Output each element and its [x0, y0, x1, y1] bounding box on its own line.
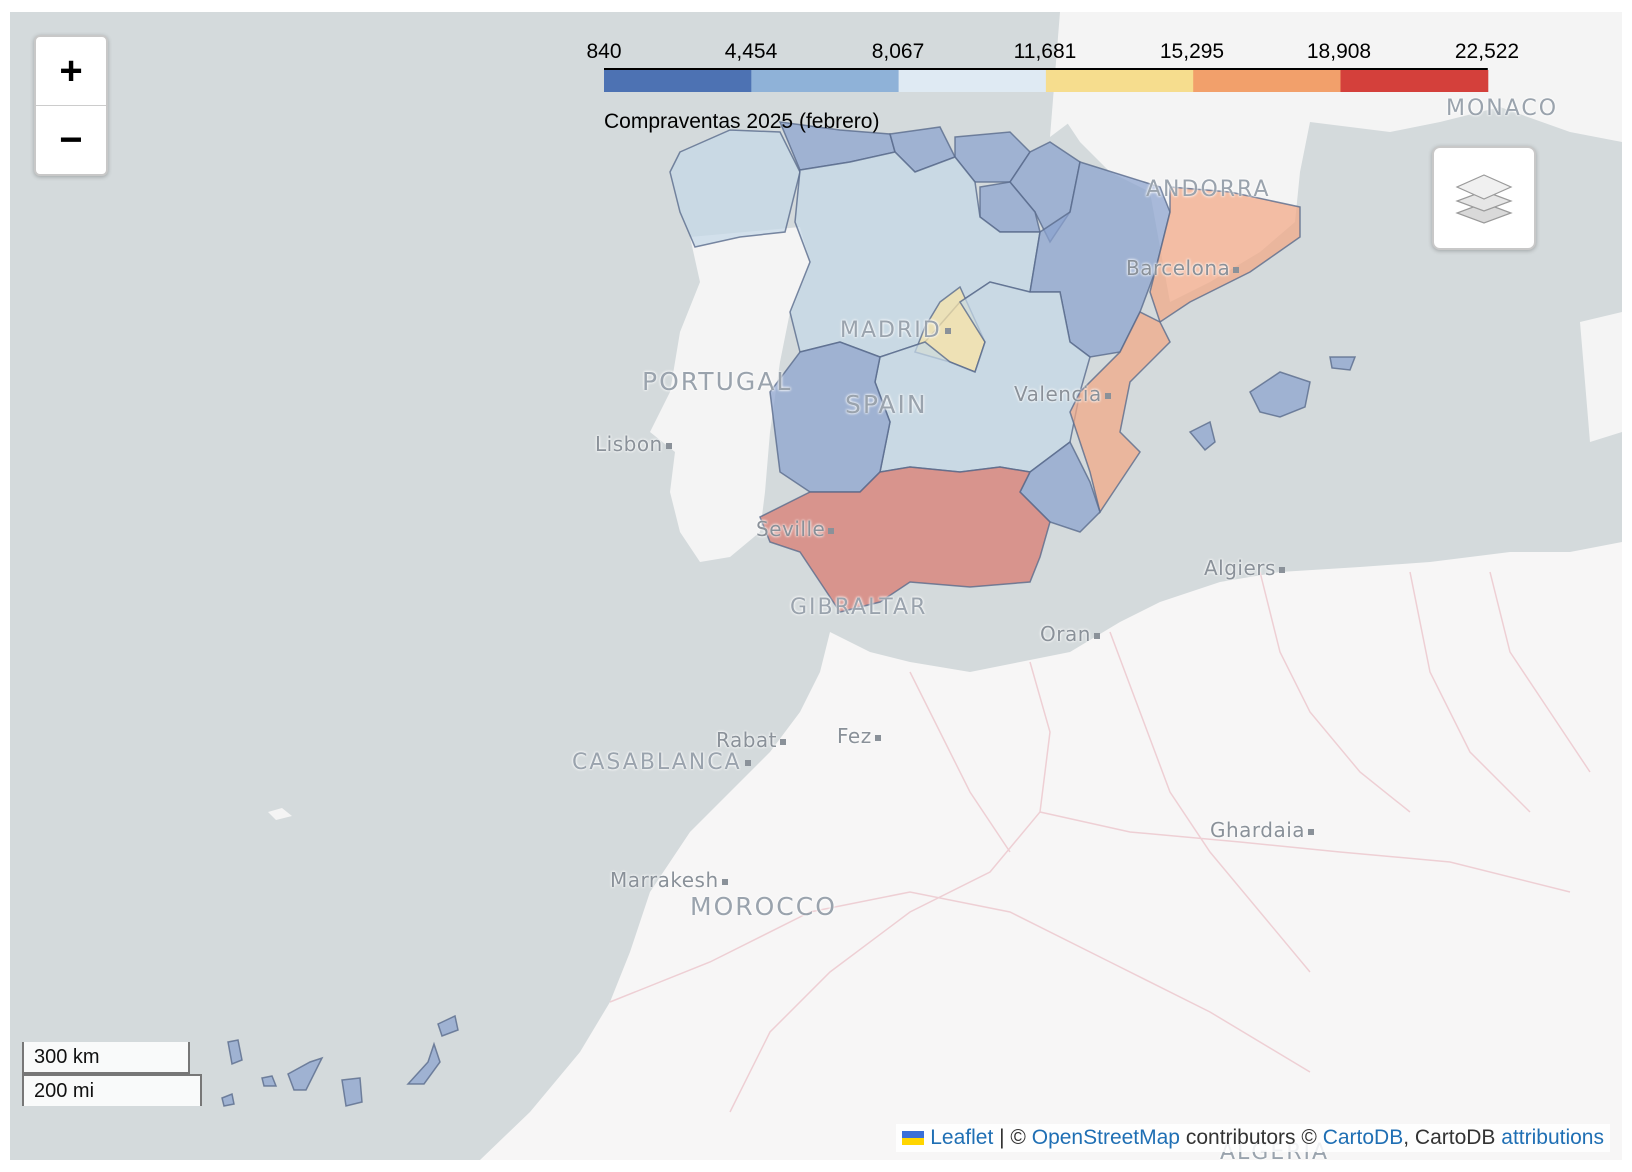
country-label-spain: SPAIN — [845, 390, 928, 419]
attribution: Leaflet | © OpenStreetMap contributors ©… — [896, 1124, 1610, 1152]
legend-swatch — [751, 70, 900, 92]
legend-tick: 11,681 — [1013, 40, 1077, 63]
city-label-lisbon: Lisbon — [595, 432, 672, 456]
island-sardinia-hint — [1580, 312, 1622, 442]
ukraine-flag-icon — [902, 1131, 925, 1146]
legend-tick: 18,908 — [1306, 40, 1372, 63]
city-label-algiers: Algiers — [1204, 556, 1285, 580]
legend-tick: 840 — [586, 40, 622, 63]
legend-tick: 22,522 — [1454, 40, 1520, 63]
capital-label-madrid: MADRID — [840, 318, 951, 343]
legend-swatch — [898, 70, 1047, 92]
country-label-monaco: MONACO — [1446, 96, 1559, 121]
legend-swatch — [1340, 70, 1489, 92]
attribution-sep: | © — [993, 1126, 1032, 1149]
country-label-andorra: ANDORRA — [1146, 177, 1271, 202]
layers-control-button[interactable] — [1432, 146, 1536, 250]
city-label-barcelona: Barcelona — [1126, 256, 1240, 280]
city-label-seville: Seville — [756, 517, 835, 541]
country-label-portugal: PORTUGAL — [642, 367, 793, 396]
region-baleares-ibiza[interactable] — [1188, 420, 1216, 452]
scale-bar-km: 300 km — [22, 1042, 190, 1074]
region-canarias-4[interactable] — [341, 1077, 363, 1107]
legend-tick: 15,295 — [1159, 40, 1225, 63]
region-andalucia[interactable] — [759, 466, 1051, 613]
scale-bar-mi: 200 mi — [22, 1074, 202, 1106]
region-canarias-2[interactable] — [261, 1075, 278, 1087]
layers-icon — [1455, 174, 1513, 224]
legend-caption: Compraventas 2025 (febrero) — [604, 110, 880, 133]
osm-link[interactable]: OpenStreetMap — [1031, 1126, 1180, 1149]
legend-tick: 8,067 — [871, 40, 925, 63]
city-label-rabat: Rabat — [716, 728, 787, 752]
legend-color-bar — [604, 68, 1489, 92]
region-canarias-5[interactable] — [406, 1041, 441, 1085]
zoom-control: + − — [34, 35, 108, 176]
city-label-ghardaia: Ghardaia — [1210, 818, 1315, 842]
land-iberia-portugal — [650, 227, 810, 562]
attribution-text: contributors © — [1180, 1126, 1323, 1149]
region-canarias-7[interactable] — [221, 1092, 235, 1107]
zoom-out-button[interactable]: − — [36, 105, 106, 174]
legend-swatch — [604, 70, 752, 92]
city-label-valencia: Valencia — [1014, 382, 1111, 406]
legend-swatch — [1045, 70, 1194, 92]
region-comunitat-valenciana[interactable] — [1069, 310, 1171, 514]
region-baleares-mallorca[interactable] — [1249, 371, 1311, 418]
island-madeira — [268, 808, 292, 820]
land-africa — [480, 542, 1622, 1160]
region-galicia[interactable] — [669, 129, 801, 248]
city-label-oran: Oran — [1040, 622, 1100, 646]
leaflet-link[interactable]: Leaflet — [930, 1126, 994, 1149]
region-baleares-menorca[interactable] — [1329, 356, 1357, 371]
basemap — [221, 12, 1622, 1160]
country-label-morocco: MOROCCO — [690, 892, 837, 921]
region-cataluna[interactable] — [1149, 186, 1301, 324]
legend-swatch — [1193, 70, 1341, 92]
map-container[interactable]: PORTUGAL SPAIN ANDORRA MONACO GIBRALTAR … — [10, 12, 1622, 1160]
cartodb-link[interactable]: CartoDB — [1322, 1126, 1404, 1149]
region-canarias-6[interactable] — [437, 1014, 459, 1037]
attributions-link[interactable]: attributions — [1501, 1126, 1604, 1149]
city-label-fez: Fez — [837, 724, 881, 748]
country-borders — [609, 571, 1591, 1113]
color-legend: 840 4,454 8,067 11,681 15,295 18,908 22,… — [586, 40, 1538, 150]
legend-tick: 4,454 — [724, 40, 778, 63]
attribution-text-2: , CartoDB — [1403, 1126, 1502, 1149]
region-canarias-1[interactable] — [227, 1039, 243, 1066]
capital-label-casablanca: CASABLANCA — [572, 750, 751, 775]
zoom-in-button[interactable]: + — [59, 48, 83, 93]
country-label-gibraltar: GIBRALTAR — [790, 595, 928, 620]
city-label-marrakesh: Marrakesh — [610, 868, 728, 892]
region-canarias-3[interactable] — [287, 1056, 324, 1091]
